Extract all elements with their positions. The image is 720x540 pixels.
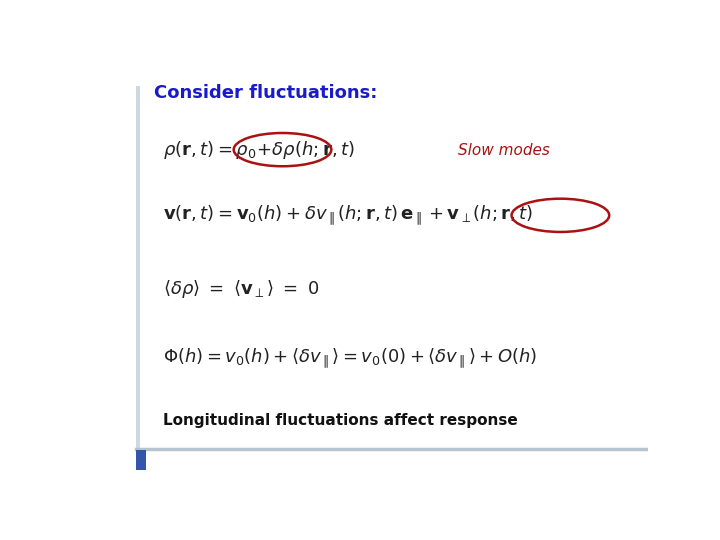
Text: $\mathbf{v}(\mathbf{r},t)=\mathbf{v}_0(h)+\delta v_{\parallel}(h;\mathbf{r},t)\,: $\mathbf{v}(\mathbf{r},t)=\mathbf{v}_0(h…	[163, 204, 533, 227]
FancyBboxPatch shape	[136, 450, 146, 470]
Text: Longitudinal fluctuations affect response: Longitudinal fluctuations affect respons…	[163, 413, 517, 428]
Text: $\rho(\mathbf{r},t)=\rho_0\!+\!\delta\rho(h;\mathbf{r},t)$: $\rho(\mathbf{r},t)=\rho_0\!+\!\delta\rh…	[163, 139, 354, 161]
Text: Slow modes: Slow modes	[459, 143, 550, 158]
Text: $\langle\delta\rho\rangle\ =\ \langle\mathbf{v}_{\perp}\rangle\ =\ 0$: $\langle\delta\rho\rangle\ =\ \langle\ma…	[163, 278, 319, 300]
Text: Consider fluctuations:: Consider fluctuations:	[154, 84, 377, 102]
FancyBboxPatch shape	[136, 85, 140, 451]
Text: $\Phi(h)=v_0(h)+\langle\delta v_{\parallel}\rangle=v_0(0)+\langle\delta v_{\para: $\Phi(h)=v_0(h)+\langle\delta v_{\parall…	[163, 346, 537, 370]
